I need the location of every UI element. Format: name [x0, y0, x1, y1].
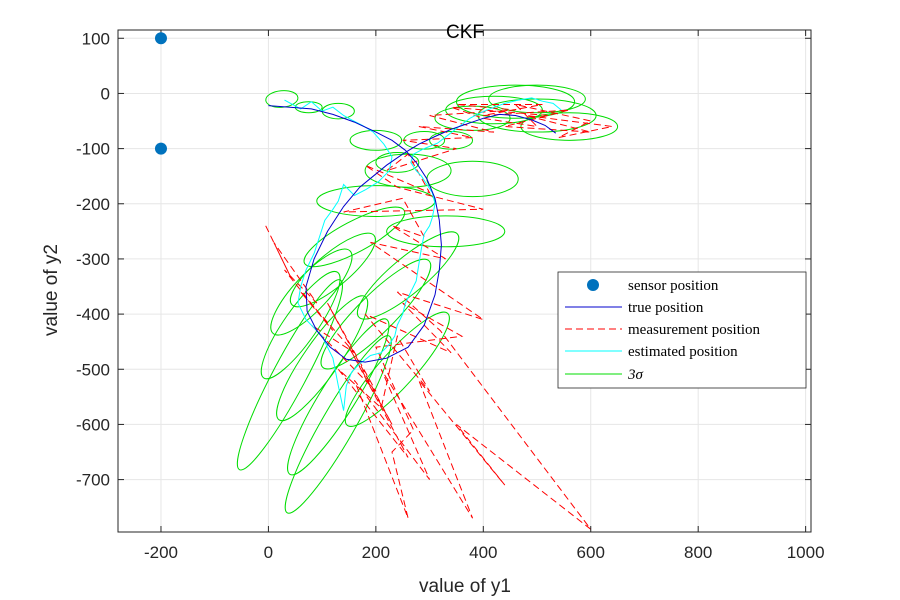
legend-item-sensor: sensor position	[587, 278, 719, 294]
sensor-point	[154, 32, 167, 45]
legend-item-sigma: 3σ	[565, 367, 644, 383]
y-axis-label: value of y2	[41, 244, 62, 336]
y-tick-label: -100	[76, 140, 110, 159]
sigma-ellipse	[316, 185, 436, 217]
legend-label-sigma: 3σ	[627, 367, 644, 383]
sigma-ellipse	[236, 279, 343, 471]
legend-item-true: true position	[565, 300, 704, 316]
y-tick-label: -500	[76, 360, 110, 379]
legend: sensor position true position measuremen…	[557, 271, 807, 389]
x-tick-label: 800	[684, 543, 712, 562]
sigma-ellipse	[289, 232, 376, 308]
sigma-ellipse	[356, 231, 460, 320]
x-tick-label: 1000	[787, 543, 825, 562]
legend-label-measurement: measurement position	[628, 322, 761, 338]
sigma-ellipse	[520, 112, 619, 141]
sigma-ellipse	[488, 84, 586, 114]
sensor-point	[154, 142, 167, 155]
legend-marker-sensor	[587, 279, 599, 291]
sigma-ellipse	[260, 270, 341, 380]
sigma-ellipse	[284, 335, 392, 514]
legend-label-estimated: estimated position	[628, 344, 738, 360]
axes-box	[117, 29, 812, 533]
y-tick-label: -600	[76, 415, 110, 434]
legend-item-measurement: measurement position	[565, 322, 761, 338]
grid	[118, 30, 811, 532]
legend-label-sensor: sensor position	[628, 278, 719, 294]
y-tick-label: -300	[76, 250, 110, 269]
legend-label-true: true position	[628, 300, 704, 316]
sigma-ellipse	[349, 129, 403, 151]
x-tick-label: 0	[264, 543, 273, 562]
estimated-position-line	[284, 97, 562, 411]
x-tick-label: 400	[469, 543, 497, 562]
y-tick-label: -700	[76, 471, 110, 490]
sigma-ellipse	[429, 131, 474, 150]
y-tick-label: 0	[101, 84, 110, 103]
x-tick-label: -200	[144, 543, 178, 562]
sigma-ellipse	[287, 318, 390, 476]
x-tick-label: 600	[577, 543, 605, 562]
sigma-ellipse	[386, 215, 506, 248]
true-position-line	[268, 105, 557, 363]
plot-series	[236, 84, 619, 530]
x-tick-label: 200	[362, 543, 390, 562]
sigma-ellipse	[344, 311, 450, 427]
x-axis-label: value of y1	[419, 576, 511, 597]
y-tick-label: -400	[76, 305, 110, 324]
ticks: -200 0 200 400 600 800 10001000-100-200-300-40…	[76, 29, 825, 562]
sigma-ellipse	[270, 248, 353, 336]
legend-item-estimated: estimated position	[565, 344, 738, 360]
sigma-ellipse	[276, 295, 369, 422]
legend-box	[557, 271, 807, 389]
y-tick-label: -200	[76, 195, 110, 214]
sigma-ellipse	[375, 151, 420, 173]
y-tick-label: 100	[82, 29, 110, 48]
chart-title: CKF	[446, 22, 484, 43]
measurement-position-line	[265, 103, 613, 530]
sigma-ellipse	[265, 90, 299, 108]
